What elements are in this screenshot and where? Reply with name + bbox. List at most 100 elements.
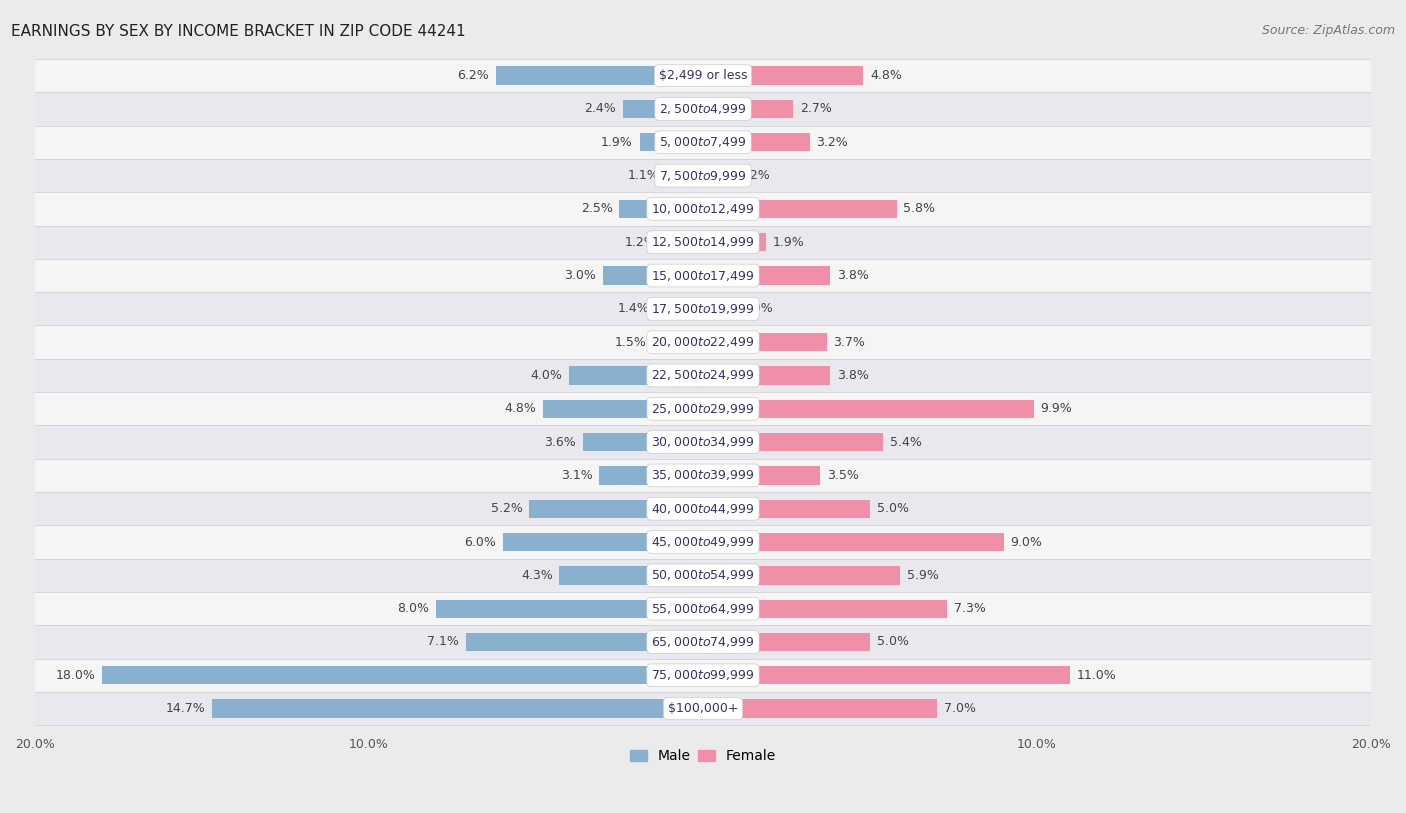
Bar — [703, 200, 897, 218]
Bar — [35, 425, 1371, 459]
Bar — [703, 599, 946, 618]
Bar — [35, 525, 1371, 559]
Bar — [496, 67, 703, 85]
Bar — [35, 159, 1371, 192]
Bar — [703, 699, 936, 718]
Bar — [703, 533, 1004, 551]
Text: 14.7%: 14.7% — [166, 702, 205, 715]
Text: 5.4%: 5.4% — [890, 436, 922, 449]
Text: 2.7%: 2.7% — [800, 102, 832, 115]
Text: 5.0%: 5.0% — [877, 502, 908, 515]
Text: $50,000 to $54,999: $50,000 to $54,999 — [651, 568, 755, 582]
Bar — [436, 599, 703, 618]
Bar — [703, 400, 1033, 418]
Text: 3.6%: 3.6% — [544, 436, 576, 449]
Text: $20,000 to $22,499: $20,000 to $22,499 — [651, 335, 755, 349]
Bar — [703, 233, 766, 251]
Bar — [35, 559, 1371, 592]
Bar — [35, 59, 1371, 93]
Text: 4.8%: 4.8% — [505, 402, 536, 415]
Bar — [620, 200, 703, 218]
Bar — [703, 300, 725, 318]
Text: 4.3%: 4.3% — [522, 569, 553, 582]
Bar — [703, 333, 827, 351]
Text: $65,000 to $74,999: $65,000 to $74,999 — [651, 635, 755, 649]
Bar — [703, 100, 793, 118]
Text: 3.5%: 3.5% — [827, 469, 859, 482]
Text: 7.1%: 7.1% — [427, 636, 460, 649]
Text: 2.4%: 2.4% — [585, 102, 616, 115]
Bar — [529, 499, 703, 518]
Text: 5.8%: 5.8% — [904, 202, 935, 215]
Bar — [703, 633, 870, 651]
Bar — [35, 592, 1371, 625]
Text: 1.5%: 1.5% — [614, 336, 647, 349]
Bar — [703, 367, 830, 385]
Bar — [35, 93, 1371, 126]
Text: 5.0%: 5.0% — [877, 636, 908, 649]
Text: $25,000 to $29,999: $25,000 to $29,999 — [651, 402, 755, 415]
Bar — [35, 692, 1371, 725]
Bar — [666, 167, 703, 185]
Bar — [502, 533, 703, 551]
Text: $12,500 to $14,999: $12,500 to $14,999 — [651, 235, 755, 250]
Bar — [703, 466, 820, 485]
Text: 3.2%: 3.2% — [817, 136, 848, 149]
Bar — [35, 292, 1371, 325]
Text: 4.0%: 4.0% — [531, 369, 562, 382]
Text: 1.1%: 1.1% — [628, 169, 659, 182]
Text: EARNINGS BY SEX BY INCOME BRACKET IN ZIP CODE 44241: EARNINGS BY SEX BY INCOME BRACKET IN ZIP… — [11, 24, 465, 39]
Text: $30,000 to $34,999: $30,000 to $34,999 — [651, 435, 755, 449]
Bar — [603, 267, 703, 285]
Text: $17,500 to $19,999: $17,500 to $19,999 — [651, 302, 755, 315]
Text: 4.8%: 4.8% — [870, 69, 901, 82]
Bar — [599, 466, 703, 485]
Text: 18.0%: 18.0% — [55, 669, 96, 682]
Text: 1.4%: 1.4% — [617, 302, 650, 315]
Text: $100,000+: $100,000+ — [668, 702, 738, 715]
Bar — [640, 133, 703, 151]
Text: 3.1%: 3.1% — [561, 469, 593, 482]
Text: $15,000 to $17,499: $15,000 to $17,499 — [651, 268, 755, 283]
Bar — [560, 566, 703, 585]
Bar — [35, 225, 1371, 259]
Text: $35,000 to $39,999: $35,000 to $39,999 — [651, 468, 755, 482]
Bar — [35, 492, 1371, 525]
Text: 3.8%: 3.8% — [837, 369, 869, 382]
Text: 8.0%: 8.0% — [396, 602, 429, 615]
Text: 5.2%: 5.2% — [491, 502, 523, 515]
Bar — [35, 325, 1371, 359]
Legend: Male, Female: Male, Female — [624, 744, 782, 769]
Bar — [652, 333, 703, 351]
Bar — [569, 367, 703, 385]
Bar — [623, 100, 703, 118]
Text: 3.8%: 3.8% — [837, 269, 869, 282]
Bar — [35, 192, 1371, 225]
Bar — [703, 499, 870, 518]
Text: 3.0%: 3.0% — [564, 269, 596, 282]
Bar — [35, 659, 1371, 692]
Bar — [543, 400, 703, 418]
Text: 0.69%: 0.69% — [733, 302, 772, 315]
Bar — [35, 359, 1371, 392]
Bar — [582, 433, 703, 451]
Text: $22,500 to $24,999: $22,500 to $24,999 — [651, 368, 755, 382]
Bar — [703, 267, 830, 285]
Text: 9.9%: 9.9% — [1040, 402, 1073, 415]
Bar — [703, 666, 1070, 685]
Bar — [703, 133, 810, 151]
Text: 11.0%: 11.0% — [1077, 669, 1116, 682]
Text: 6.0%: 6.0% — [464, 536, 496, 549]
Text: 0.62%: 0.62% — [730, 169, 770, 182]
Bar — [212, 699, 703, 718]
Bar — [465, 633, 703, 651]
Bar — [35, 459, 1371, 492]
Bar — [35, 126, 1371, 159]
Text: $2,500 to $4,999: $2,500 to $4,999 — [659, 102, 747, 116]
Bar — [35, 392, 1371, 425]
Text: $45,000 to $49,999: $45,000 to $49,999 — [651, 535, 755, 549]
Text: 7.0%: 7.0% — [943, 702, 976, 715]
Bar — [657, 300, 703, 318]
Text: 2.5%: 2.5% — [581, 202, 613, 215]
Bar — [101, 666, 703, 685]
